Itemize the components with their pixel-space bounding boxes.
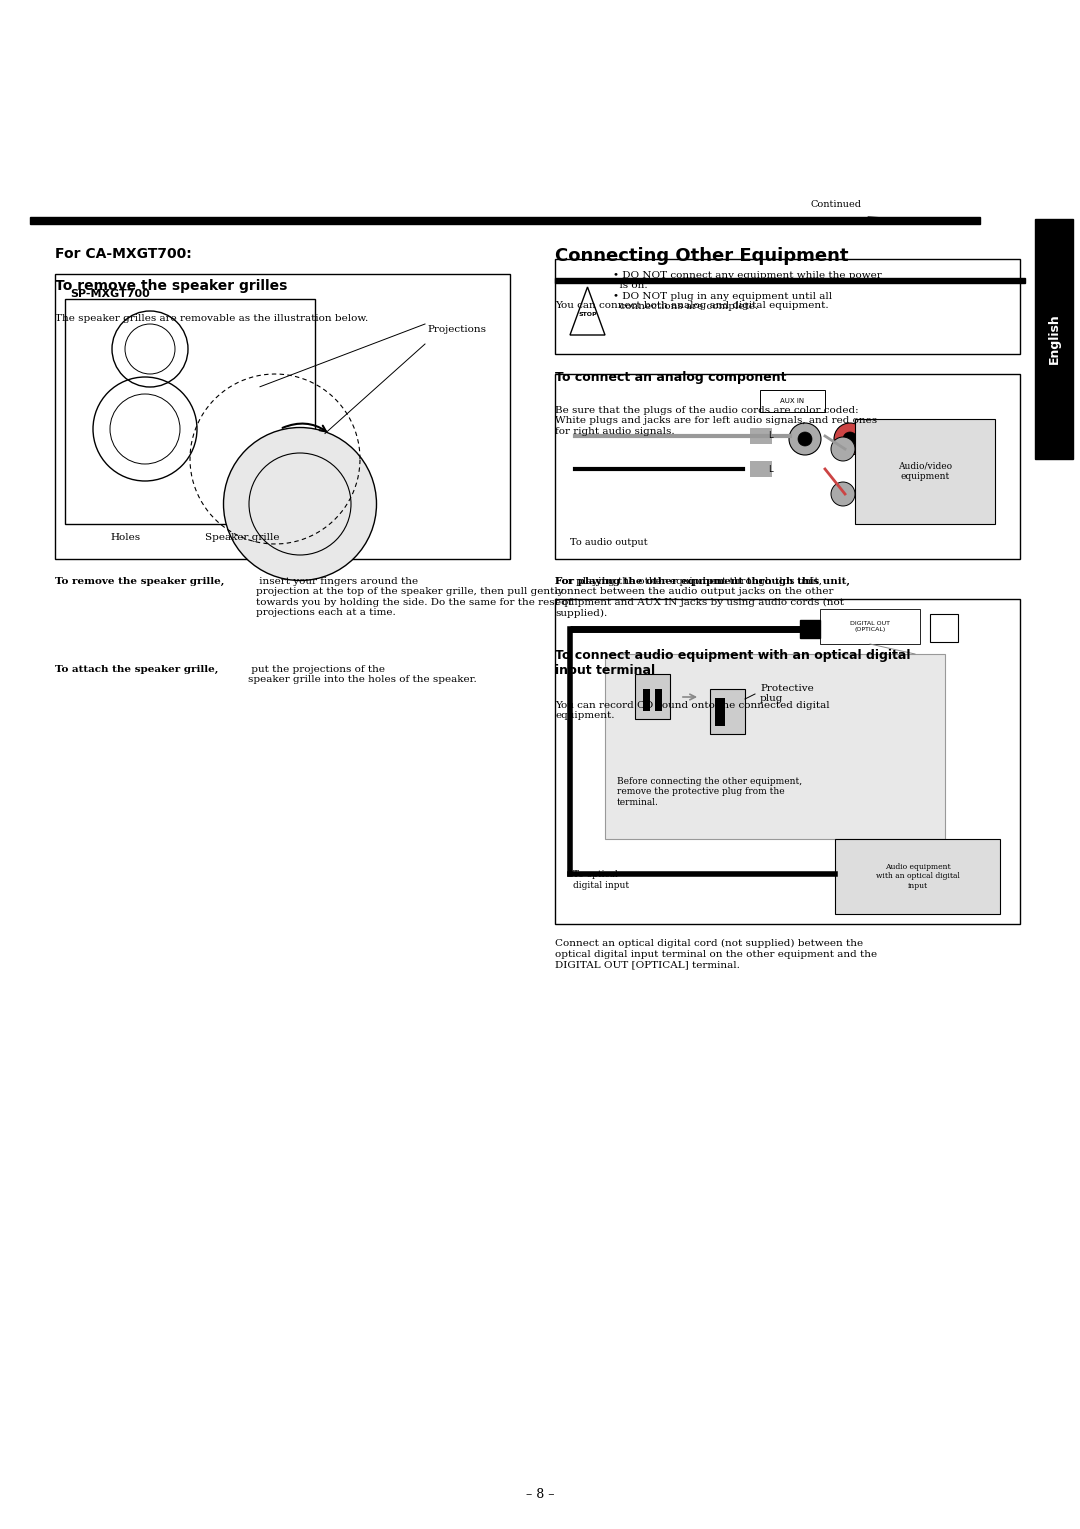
Text: Holes: Holes	[110, 532, 140, 541]
Text: insert your fingers around the
projection at the top of the speaker grille, then: insert your fingers around the projectio…	[256, 576, 572, 618]
Bar	[555, 375, 1020, 560]
Bar	[30, 217, 980, 225]
Text: English: English	[1048, 313, 1061, 364]
Bar	[800, 619, 820, 638]
Circle shape	[798, 433, 812, 446]
Text: Projections: Projections	[427, 324, 486, 333]
Text: The speaker grilles are removable as the illustration below.: The speaker grilles are removable as the…	[55, 313, 368, 323]
Text: To remove the speaker grille,: To remove the speaker grille,	[55, 576, 225, 586]
Text: SP-MXGT700: SP-MXGT700	[70, 289, 150, 300]
Bar	[635, 674, 670, 719]
Text: To connect audio equipment with an optical digital
input terminal: To connect audio equipment with an optic…	[555, 648, 910, 677]
Bar	[715, 699, 725, 726]
Text: Audio/video
equipment: Audio/video equipment	[897, 462, 953, 482]
Text: Continued: Continued	[811, 200, 862, 209]
Text: put the projections of the
speaker grille into the holes of the speaker.: put the projections of the speaker grill…	[248, 665, 476, 685]
Circle shape	[843, 433, 858, 446]
Text: Connect an optical digital cord (not supplied) between the
optical digital input: Connect an optical digital cord (not sup…	[555, 939, 877, 969]
Text: To optical
digital input: To optical digital input	[573, 870, 630, 890]
Bar	[654, 690, 662, 711]
Text: To remove the speaker grilles: To remove the speaker grilles	[55, 278, 287, 294]
Text: AUX IN: AUX IN	[781, 398, 805, 404]
Text: To attach the speaker grille,: To attach the speaker grille,	[55, 665, 218, 674]
Text: For playing the other equipment through this unit,: For playing the other equipment through …	[555, 576, 850, 586]
Text: Audio equipment
with an optical digital
input: Audio equipment with an optical digital …	[876, 864, 959, 890]
Bar	[605, 654, 945, 839]
Circle shape	[831, 437, 855, 462]
Text: DIGITAL OUT
(OPTICAL): DIGITAL OUT (OPTICAL)	[850, 621, 890, 631]
Text: Connecting Other Equipment: Connecting Other Equipment	[555, 248, 849, 265]
Bar	[555, 599, 1020, 924]
Circle shape	[834, 424, 866, 456]
Bar	[835, 839, 1000, 914]
Text: – 8 –: – 8 –	[526, 1488, 554, 1500]
Bar	[750, 428, 772, 443]
Bar	[555, 258, 1020, 355]
Text: • DO NOT connect any equipment while the power
  is on.
• DO NOT plug in any equ: • DO NOT connect any equipment while the…	[613, 271, 881, 312]
Text: Be sure that the plugs of the audio cords are color coded:
White plugs and jacks: Be sure that the plugs of the audio cord…	[555, 407, 877, 436]
Text: Before connecting the other equipment,
remove the protective plug from the
termi: Before connecting the other equipment, r…	[617, 777, 802, 807]
Bar	[855, 419, 995, 524]
Text: L: L	[768, 431, 772, 440]
Text: You can connect both analog and digital equipment.: You can connect both analog and digital …	[555, 301, 828, 310]
Text: L: L	[768, 465, 772, 474]
Text: STOP: STOP	[578, 312, 597, 318]
Text: To connect an analog component: To connect an analog component	[555, 372, 786, 384]
Bar	[930, 615, 958, 642]
Bar	[643, 690, 650, 711]
Bar	[1035, 219, 1074, 459]
Text: Speaker grille: Speaker grille	[205, 532, 280, 541]
Text: You can record CD sound onto the connected digital
equipment.: You can record CD sound onto the connect…	[555, 700, 829, 720]
Text: For CA-MXGT700:: For CA-MXGT700:	[55, 248, 192, 261]
Polygon shape	[868, 217, 915, 222]
Bar	[760, 390, 825, 411]
Text: For playing the other equipment through this unit,
connect between the audio out: For playing the other equipment through …	[555, 576, 843, 618]
Bar	[65, 300, 315, 524]
Circle shape	[789, 424, 821, 456]
Bar	[750, 462, 772, 477]
Text: To audio output: To audio output	[570, 538, 648, 547]
Bar	[820, 609, 920, 644]
Bar	[555, 277, 1025, 283]
Bar	[55, 274, 510, 560]
Circle shape	[831, 482, 855, 506]
Bar	[710, 690, 745, 734]
Text: Protective
plug: Protective plug	[760, 683, 813, 703]
Circle shape	[224, 428, 377, 581]
